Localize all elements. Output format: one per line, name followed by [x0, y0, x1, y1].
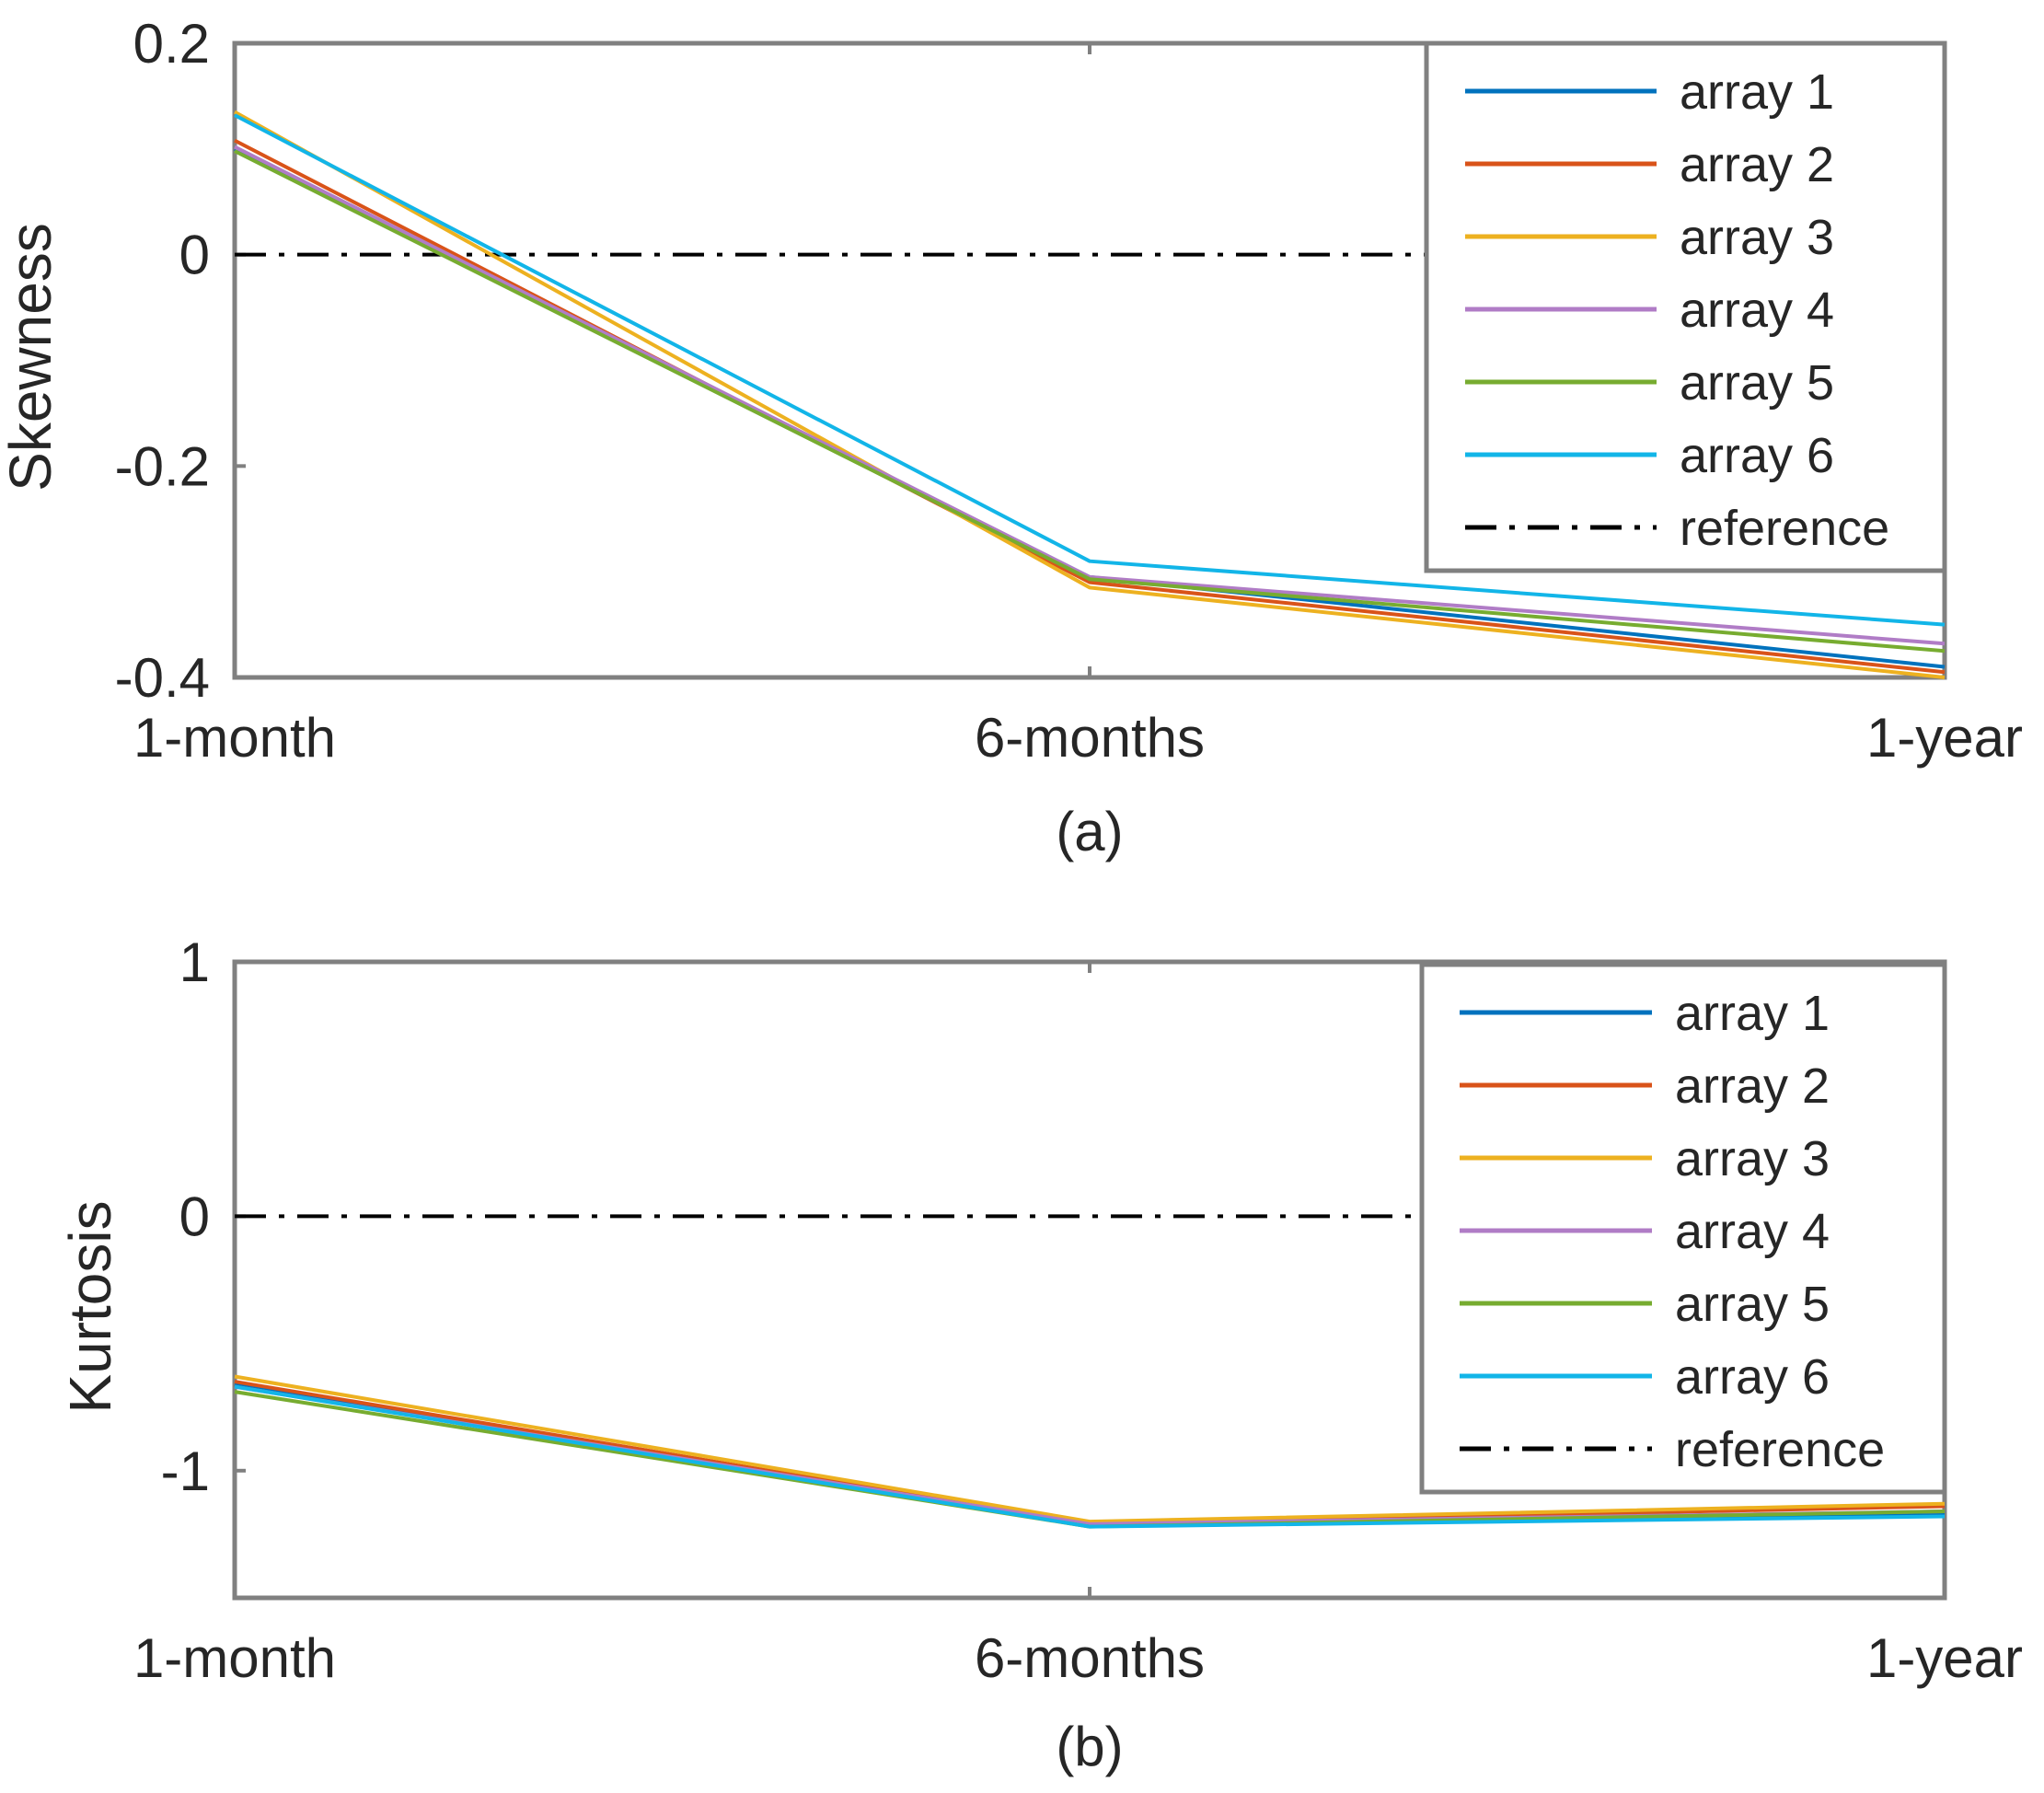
x-tick-label: 6-months: [975, 1627, 1205, 1689]
y-axis-title: Skewness: [0, 223, 64, 492]
series-line: [234, 145, 1946, 646]
x-tick-label: 1-year: [1866, 707, 2023, 769]
series-line: [234, 1384, 1946, 1529]
legend-label: array 1: [1680, 64, 1834, 120]
plot-area: 0.2 0 -0.2 -0.41-month 6-months 1-year array 1…: [115, 13, 2023, 769]
legend-label: array 5: [1675, 1277, 1830, 1332]
legend-label: array 2: [1680, 137, 1834, 192]
legend-label: array 1: [1675, 986, 1830, 1041]
series-line: [234, 138, 1946, 675]
series-line: [234, 1374, 1946, 1524]
panel-caption: (a): [1056, 801, 1123, 862]
legend-label: array 2: [1675, 1058, 1830, 1114]
plot-area: 1 0 -1 1-month 6-months 1-year array 1 array 2 a…: [133, 931, 2023, 1689]
y-tick-label: -0.2: [115, 435, 210, 497]
legend-label: array 6: [1675, 1349, 1830, 1405]
series-line: [234, 110, 1946, 679]
y-axis-title: Kurtosis: [57, 1200, 123, 1413]
legend-label: array 6: [1680, 428, 1834, 483]
y-tick-label: 1: [179, 931, 210, 993]
x-tick-label: 1-year: [1866, 1627, 2023, 1689]
legend-label: array 3: [1675, 1131, 1830, 1186]
x-tick-label: 1-month: [133, 707, 336, 769]
skewness-chart: Skewness (a) 0.2 0 -0.2 -0.41-month 6-months…: [0, 13, 2023, 862]
y-tick-label: 0.2: [133, 13, 210, 75]
y-tick-label: -0.4: [115, 647, 210, 709]
x-tick-label: 1-month: [133, 1627, 336, 1689]
series-line: [234, 113, 1946, 627]
kurtosis-chart: Kurtosis (b) 1 0 -1 1-month 6-months 1-year ar…: [57, 931, 2023, 1777]
panel-caption: (b): [1056, 1716, 1123, 1777]
legend-label: reference: [1675, 1422, 1885, 1477]
y-tick-label: -1: [161, 1440, 210, 1502]
legend-label: array 4: [1675, 1204, 1830, 1259]
legend-label: array 5: [1680, 355, 1834, 411]
y-tick-label: 0: [179, 225, 210, 286]
series-line: [234, 149, 1946, 654]
legend-label: array 3: [1680, 210, 1834, 265]
x-tick-label: 6-months: [975, 707, 1205, 769]
y-tick-label: 0: [179, 1186, 210, 1247]
legend-label: reference: [1680, 501, 1889, 556]
legend-label: array 4: [1680, 283, 1834, 338]
